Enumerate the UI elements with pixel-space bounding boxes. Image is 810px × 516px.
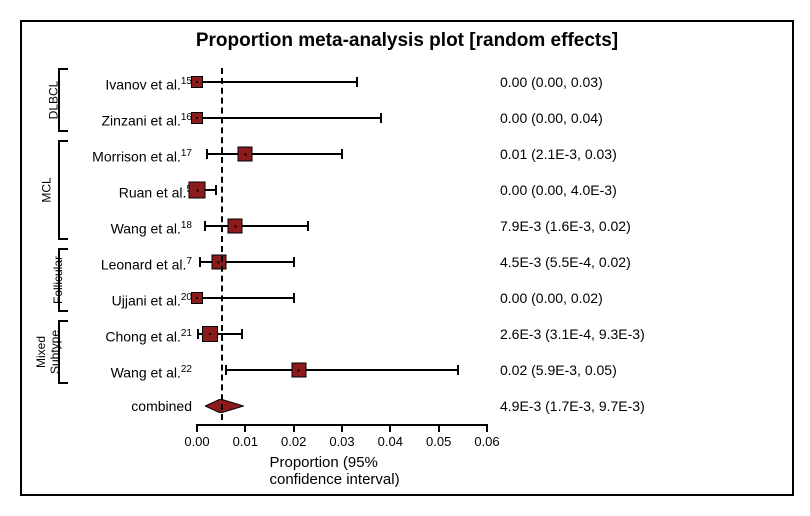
study-label: Leonard et al.7 [72, 244, 192, 283]
tick-label: 0.06 [474, 434, 499, 449]
estimate-label: 0.00 (0.00, 4.0E-3) [500, 172, 780, 208]
plot-area: 0.000.010.020.030.040.050.06Proportion (… [197, 64, 487, 424]
estimate-label: 0.00 (0.00, 0.02) [500, 280, 780, 316]
study-label: Ivanov et al.15 [72, 64, 192, 103]
study-label: Chong et al.21 [72, 316, 192, 355]
reference-line [221, 68, 223, 420]
study-label: Morrison et al.17 [72, 136, 192, 175]
tick-label: 0.04 [378, 434, 403, 449]
chart-title: Proportion meta-analysis plot [random ef… [22, 30, 792, 52]
estimate-label: 0.01 (2.1E-3, 0.03) [500, 136, 780, 172]
estimate-label: 0.00 (0.00, 0.04) [500, 100, 780, 136]
estimate-label: 7.9E-3 (1.6E-3, 0.02) [500, 208, 780, 244]
study-label: Ujjani et al.20 [72, 280, 192, 319]
tick-label: 0.03 [329, 434, 354, 449]
estimate-label: 4.5E-3 (5.5E-4, 0.02) [500, 244, 780, 280]
study-label: combined [72, 388, 192, 424]
tick-label: 0.05 [426, 434, 451, 449]
study-label: Ruan et al.5 [72, 172, 192, 211]
forest-plot: Proportion meta-analysis plot [random ef… [20, 20, 794, 496]
study-label: Wang et al.22 [72, 352, 192, 391]
estimate-label: 2.6E-3 (3.1E-4, 9.3E-3) [500, 316, 780, 352]
estimate-label: 0.02 (5.9E-3, 0.05) [500, 352, 780, 388]
estimate-label: 4.9E-3 (1.7E-3, 9.7E-3) [500, 388, 780, 424]
axis-title: Proportion (95% confidence interval) [270, 454, 415, 488]
study-label: Zinzani et al.16 [72, 100, 192, 139]
tick-label: 0.01 [233, 434, 258, 449]
tick-label: 0.02 [281, 434, 306, 449]
tick-label: 0.00 [184, 434, 209, 449]
study-label: Wang et al.18 [72, 208, 192, 247]
estimate-label: 0.00 (0.00, 0.03) [500, 64, 780, 100]
